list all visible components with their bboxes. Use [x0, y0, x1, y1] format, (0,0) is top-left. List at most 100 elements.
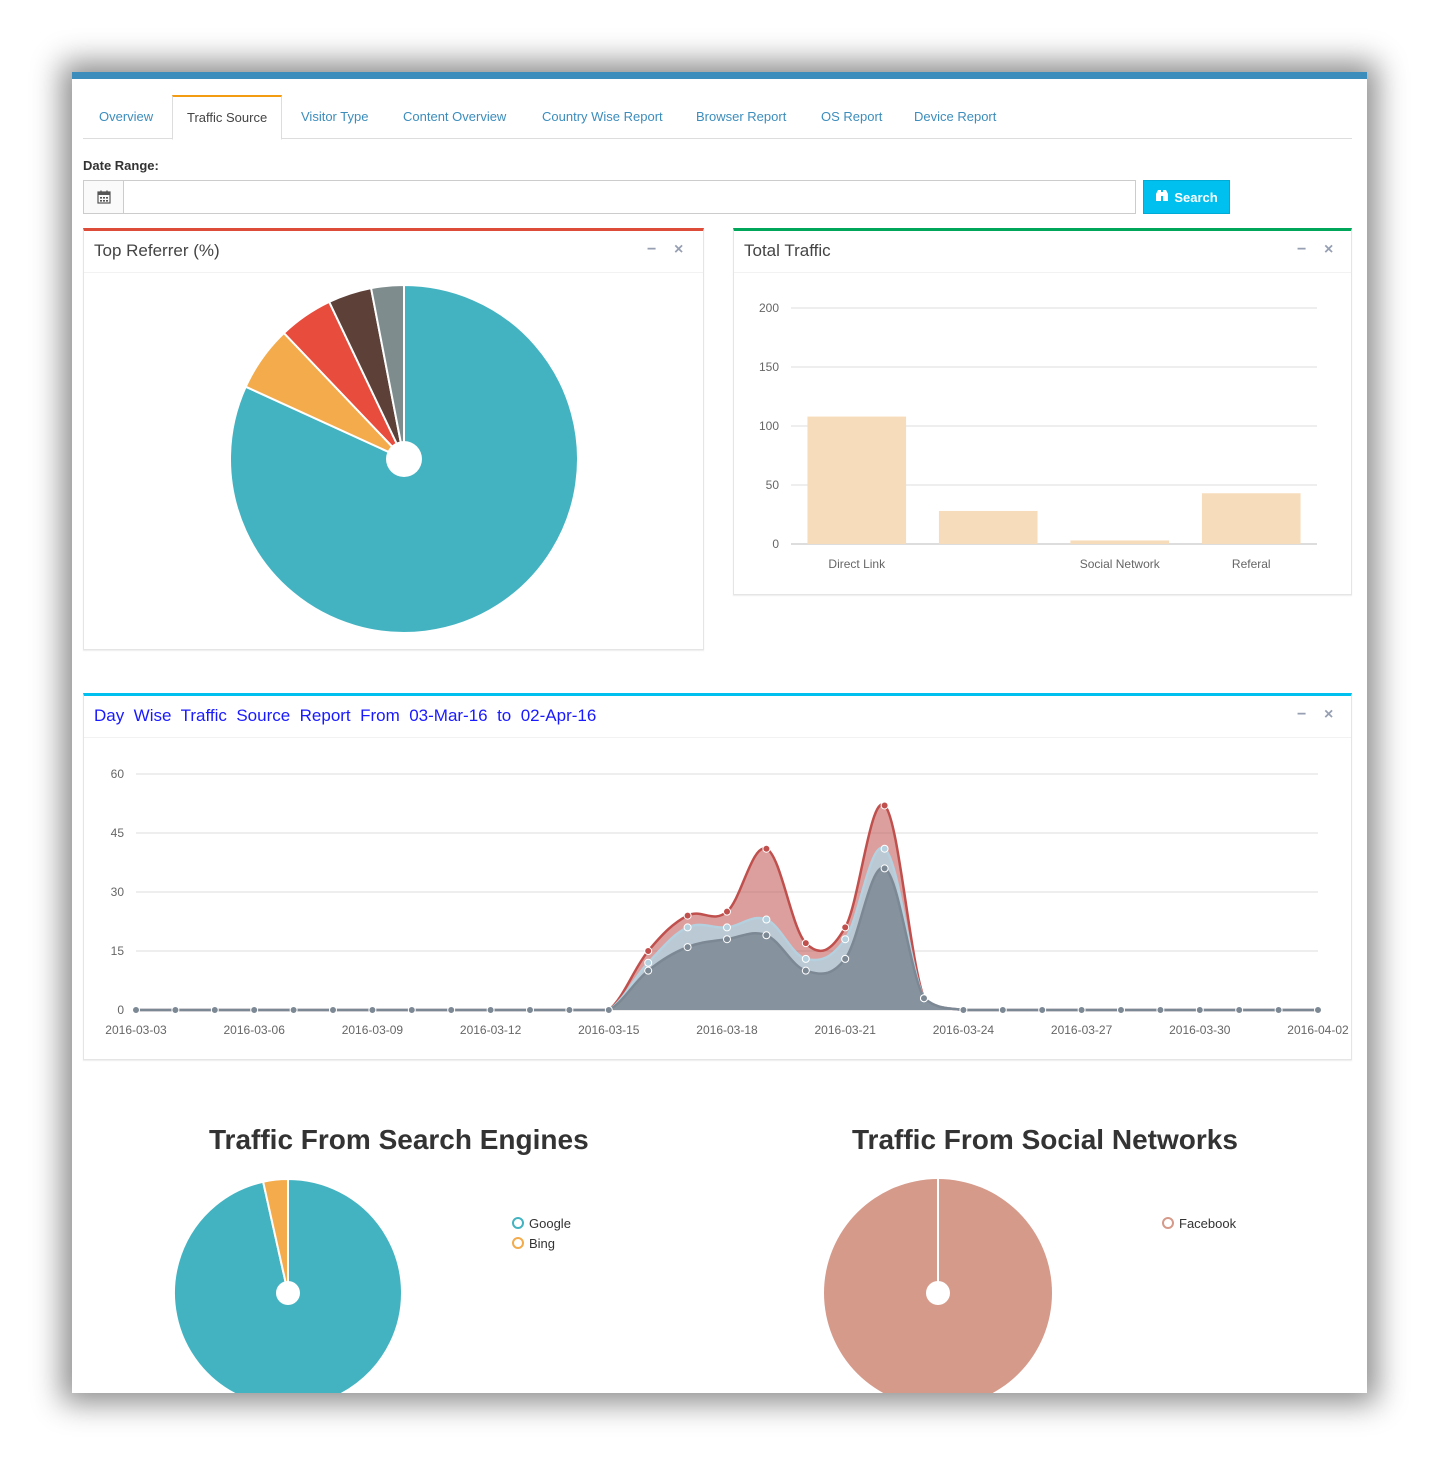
close-icon[interactable]: × — [1324, 241, 1334, 258]
data-point — [683, 923, 692, 932]
y-tick-label: 50 — [766, 478, 780, 492]
x-tick-label: 2016-03-24 — [933, 1023, 995, 1037]
legend-item-google[interactable]: Google — [512, 1213, 571, 1233]
data-point — [801, 939, 810, 948]
y-tick-label: 100 — [759, 419, 779, 433]
x-tick-label: 2016-03-15 — [578, 1023, 640, 1037]
data-point — [407, 1006, 416, 1014]
data-point — [1077, 1006, 1086, 1014]
data-point — [723, 907, 731, 916]
minimize-icon[interactable]: − — [647, 241, 657, 258]
legend-dot-icon — [512, 1217, 524, 1229]
tab-browser-report[interactable]: Browser Report — [696, 109, 787, 124]
social-networks-legend: Facebook — [1162, 1213, 1236, 1233]
x-tick-label: 2016-03-18 — [696, 1023, 758, 1037]
search-engines-legend: Google Bing — [512, 1213, 571, 1253]
x-tick-label: Direct Link — [828, 557, 886, 571]
pie-slice-4 — [369, 283, 405, 460]
day-wise-title: Day Wise Traffic Source Report From 03-M… — [94, 706, 597, 725]
data-point — [998, 1006, 1007, 1014]
search-engines-title: Traffic From Search Engines — [209, 1124, 589, 1155]
social-networks-pie-chart — [824, 1179, 1052, 1393]
data-point — [1195, 1006, 1204, 1014]
close-icon[interactable]: × — [1324, 706, 1334, 723]
data-point — [841, 954, 850, 963]
data-point — [762, 915, 771, 924]
data-point — [329, 1006, 337, 1014]
area-fill — [136, 867, 1318, 1010]
legend-label: Facebook — [1179, 1215, 1237, 1231]
day-wise-area-chart: 0 15 30 45 60 2016-03-03 2016-03-06 2016-03-09 2… — [105, 767, 1349, 1037]
tab-device-report[interactable]: Device Report — [914, 109, 997, 124]
x-tick-label: Social Network — [1080, 557, 1161, 571]
pie-center-hole — [926, 1281, 950, 1305]
y-tick-label: 150 — [759, 360, 779, 374]
top-referrer-box: Top Referrer (%) − × — [83, 228, 704, 650]
y-tick-label: 200 — [759, 301, 779, 315]
binoculars-icon — [1155, 189, 1169, 205]
data-point — [250, 1006, 259, 1014]
data-point — [723, 923, 731, 932]
total-traffic-bar-chart: 0 50 100 150 200 Direct Link Social Network Ref… — [759, 301, 1317, 571]
data-point — [644, 966, 653, 975]
data-point — [565, 1006, 574, 1014]
pie-center-hole — [386, 441, 422, 477]
data-point — [210, 1006, 219, 1014]
social-networks-title: Traffic From Social Networks — [852, 1124, 1238, 1155]
data-point — [841, 935, 850, 944]
day-wise-header: Day Wise Traffic Source Report From 03-M… — [84, 696, 1351, 738]
tab-traffic-source[interactable]: Traffic Source — [172, 95, 283, 140]
calendar-icon[interactable] — [84, 181, 124, 213]
minimize-icon[interactable]: − — [1297, 241, 1307, 258]
bar — [1070, 540, 1170, 544]
data-point — [526, 1006, 534, 1014]
x-tick-label: 2016-03-06 — [224, 1023, 286, 1037]
top-referrer-header: Top Referrer (%) − × — [84, 231, 703, 273]
date-range-label: Date Range: — [83, 158, 159, 173]
dashboard-window: Overview Traffic Source Visitor Type Con… — [72, 72, 1367, 1393]
y-tick-label: 30 — [111, 885, 125, 899]
data-point — [801, 966, 810, 975]
data-point — [1038, 1006, 1047, 1014]
data-point — [723, 935, 731, 944]
top-referrer-pie-chart — [229, 283, 579, 634]
data-point — [762, 931, 771, 940]
tab-overview[interactable]: Overview — [99, 109, 154, 124]
tab-os-report[interactable]: OS Report — [821, 109, 883, 124]
data-point — [1235, 1006, 1244, 1014]
close-icon[interactable]: × — [674, 241, 684, 258]
tab-content-overview[interactable]: Content Overview — [403, 109, 507, 124]
x-tick-label: 2016-03-12 — [460, 1023, 522, 1037]
minimize-icon[interactable]: − — [1297, 706, 1307, 723]
legend-item-facebook[interactable]: Facebook — [1162, 1213, 1236, 1233]
y-tick-label: 45 — [111, 826, 125, 840]
data-point — [1117, 1006, 1125, 1014]
data-point — [486, 1006, 495, 1014]
top-accent-bar — [72, 72, 1367, 79]
data-point — [683, 943, 692, 952]
legend-item-bing[interactable]: Bing — [512, 1233, 571, 1253]
x-tick-label: 2016-03-03 — [105, 1023, 167, 1037]
y-tick-label: 60 — [111, 767, 125, 781]
tab-visitor-type[interactable]: Visitor Type — [301, 109, 369, 124]
data-point — [604, 1006, 613, 1014]
data-point — [1156, 1006, 1165, 1014]
date-range-group — [83, 180, 1136, 214]
data-point — [841, 923, 850, 932]
data-point — [762, 844, 771, 853]
data-point — [801, 954, 810, 963]
x-tick-label: 2016-03-09 — [342, 1023, 404, 1037]
total-traffic-title: Total Traffic — [744, 241, 831, 260]
x-tick-label: 2016-03-30 — [1169, 1023, 1231, 1037]
day-wise-box: Day Wise Traffic Source Report From 03-M… — [83, 693, 1352, 1060]
data-point — [880, 864, 889, 873]
search-button[interactable]: Search — [1143, 180, 1230, 214]
legend-label: Google — [529, 1215, 571, 1231]
x-tick-label: Referal — [1232, 557, 1271, 571]
report-tabs: Overview Traffic Source Visitor Type Con… — [83, 95, 1352, 140]
data-point — [289, 1006, 298, 1014]
bar — [1201, 493, 1301, 544]
date-range-input[interactable] — [125, 181, 1135, 213]
data-point — [1314, 1006, 1322, 1014]
tab-country-wise-report[interactable]: Country Wise Report — [542, 109, 663, 124]
